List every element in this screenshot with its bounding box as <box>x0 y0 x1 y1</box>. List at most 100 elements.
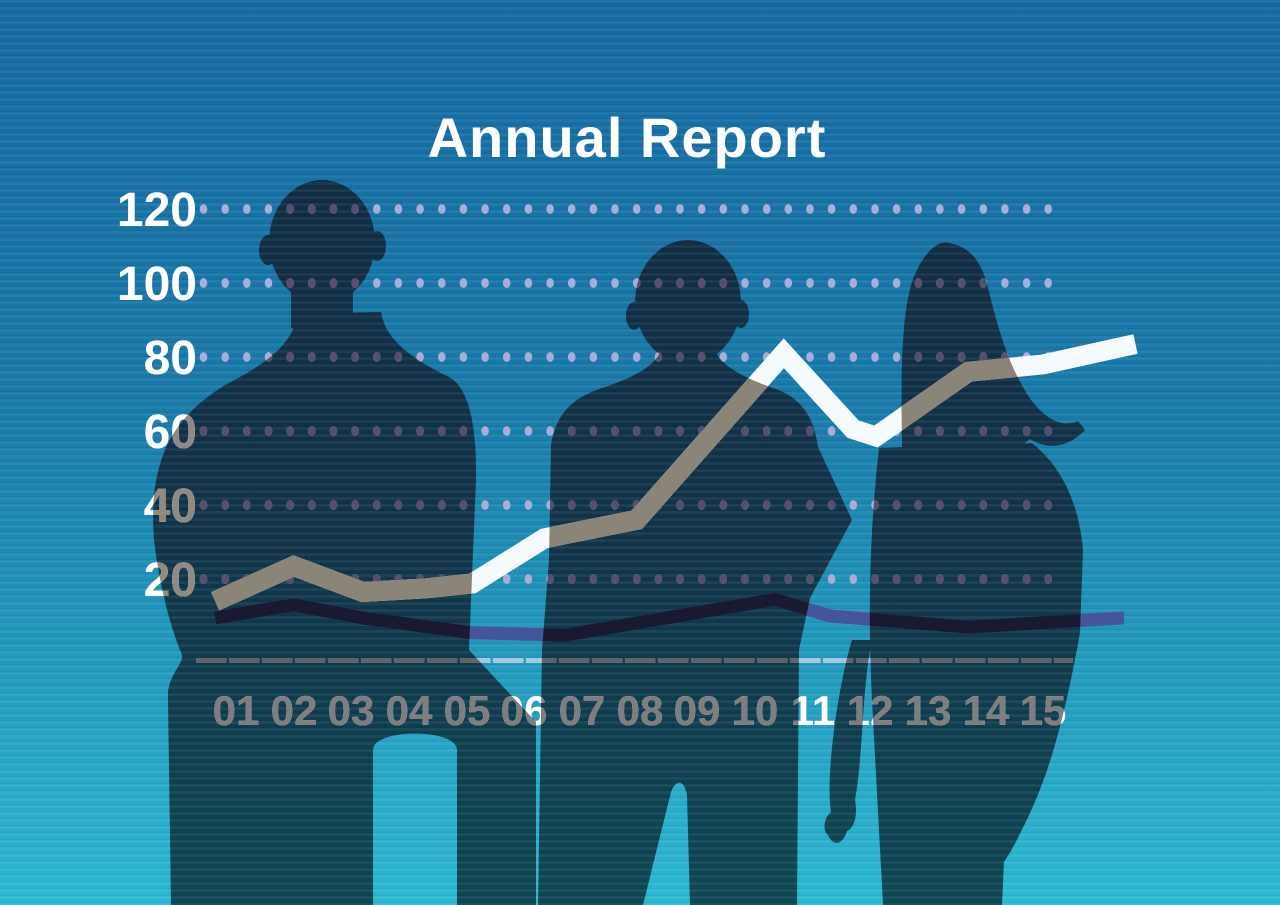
x-axis-label: 04 <box>386 687 433 734</box>
grid-dot <box>567 426 576 436</box>
grid-dot <box>1044 278 1052 288</box>
x-axis-label: 06 <box>501 687 548 734</box>
grid-dot <box>676 426 684 436</box>
x-axis-label: 08 <box>617 687 664 734</box>
y-axis-label: 80 <box>144 332 197 385</box>
grid-dot <box>1022 500 1031 510</box>
grid-dot <box>914 426 923 436</box>
x-axis-label: 14 <box>963 687 1010 734</box>
x-axis-label: 05 <box>444 687 491 734</box>
grid-dot <box>914 278 923 288</box>
y-axis-label: 20 <box>144 554 197 607</box>
grid-dot <box>264 500 273 510</box>
grid-dot <box>957 500 966 510</box>
y-axis-label: 60 <box>144 406 197 459</box>
grid-dot <box>806 574 814 584</box>
grid-dot <box>936 352 944 362</box>
x-axis-label: 03 <box>328 687 375 734</box>
grid-dot <box>351 278 359 288</box>
grid-dot <box>1022 278 1031 288</box>
x-axis-label: 07 <box>559 687 606 734</box>
x-axis-label: 11 <box>791 687 835 734</box>
grid-dot <box>719 352 728 362</box>
grid-dot <box>936 574 944 584</box>
grid-dot <box>1022 204 1031 214</box>
grid-dot <box>329 278 338 288</box>
grid-dot <box>546 278 554 288</box>
grid-dot <box>308 500 316 510</box>
gridline-dots-row <box>199 352 1052 362</box>
grid-dot <box>589 204 598 214</box>
grid-dot <box>827 352 836 362</box>
grid-dot <box>221 500 229 510</box>
grid-dot <box>979 204 988 214</box>
grid-dot <box>546 500 554 510</box>
grid-dot <box>243 500 251 510</box>
grid-dot <box>871 352 879 362</box>
gridline-dots-row <box>199 426 1052 436</box>
x-axis-label: 08 <box>617 687 664 734</box>
grid-dot <box>784 204 793 214</box>
grid-dot <box>416 426 424 436</box>
grid-dot <box>329 500 338 510</box>
grid-dot <box>286 352 294 362</box>
grid-dot <box>676 500 684 510</box>
grid-dot <box>957 352 966 362</box>
grid-dot <box>784 278 793 288</box>
grid-dot <box>416 352 424 362</box>
grid-dot <box>892 204 901 214</box>
grid-dot <box>676 204 684 214</box>
grid-dot <box>1001 278 1009 288</box>
grid-dot <box>394 278 403 288</box>
grid-dot <box>199 426 208 436</box>
grid-dot <box>806 500 814 510</box>
grid-dot <box>394 204 403 214</box>
grid-dot <box>567 204 576 214</box>
grid-dot <box>719 574 728 584</box>
grid-dot <box>524 352 533 362</box>
grid-dot <box>719 500 728 510</box>
grid-dot <box>827 204 836 214</box>
grid-dot <box>221 204 229 214</box>
grid-dot <box>719 278 728 288</box>
grid-dot <box>979 574 988 584</box>
x-axis-label: 14 <box>963 687 1010 734</box>
x-axis-label: 15 <box>1020 687 1067 734</box>
grid-dot <box>373 278 381 288</box>
x-axis-label: 12 <box>847 687 894 734</box>
grid-dot <box>611 574 619 584</box>
y-axis-label: 20 <box>144 554 197 607</box>
y-axis-label: 100 <box>117 258 197 311</box>
grid-dot <box>459 278 468 288</box>
grid-dot <box>611 278 619 288</box>
grid-dot <box>611 352 619 362</box>
grid-dot <box>632 278 641 288</box>
grid-dot <box>697 574 706 584</box>
grid-dot <box>264 352 273 362</box>
grid-dot <box>589 500 598 510</box>
grid-dot <box>741 426 749 436</box>
grid-dot <box>871 574 879 584</box>
grid-dot <box>1044 574 1052 584</box>
y-axis-label: 80 <box>144 332 197 385</box>
flat-series-line <box>214 592 1125 642</box>
x-axis-label: 11 <box>791 687 835 734</box>
grid-dot <box>676 574 684 584</box>
x-axis-label: 02 <box>271 687 318 734</box>
grid-dot <box>243 426 251 436</box>
grid-dot <box>806 204 814 214</box>
grid-dot <box>567 278 576 288</box>
grid-dot <box>481 426 489 436</box>
grid-dot <box>611 204 619 214</box>
x-axis-label: 15 <box>1020 687 1067 734</box>
grid-dot <box>438 500 446 510</box>
grid-dot <box>741 278 749 288</box>
y-axis-label: 60 <box>144 406 197 459</box>
grid-dot <box>892 278 901 288</box>
grid-dot <box>871 204 879 214</box>
gridline-dots-row <box>199 278 1052 288</box>
grid-dot <box>502 426 511 436</box>
grid-dot <box>632 574 641 584</box>
y-axis-label: 120 <box>117 184 197 237</box>
